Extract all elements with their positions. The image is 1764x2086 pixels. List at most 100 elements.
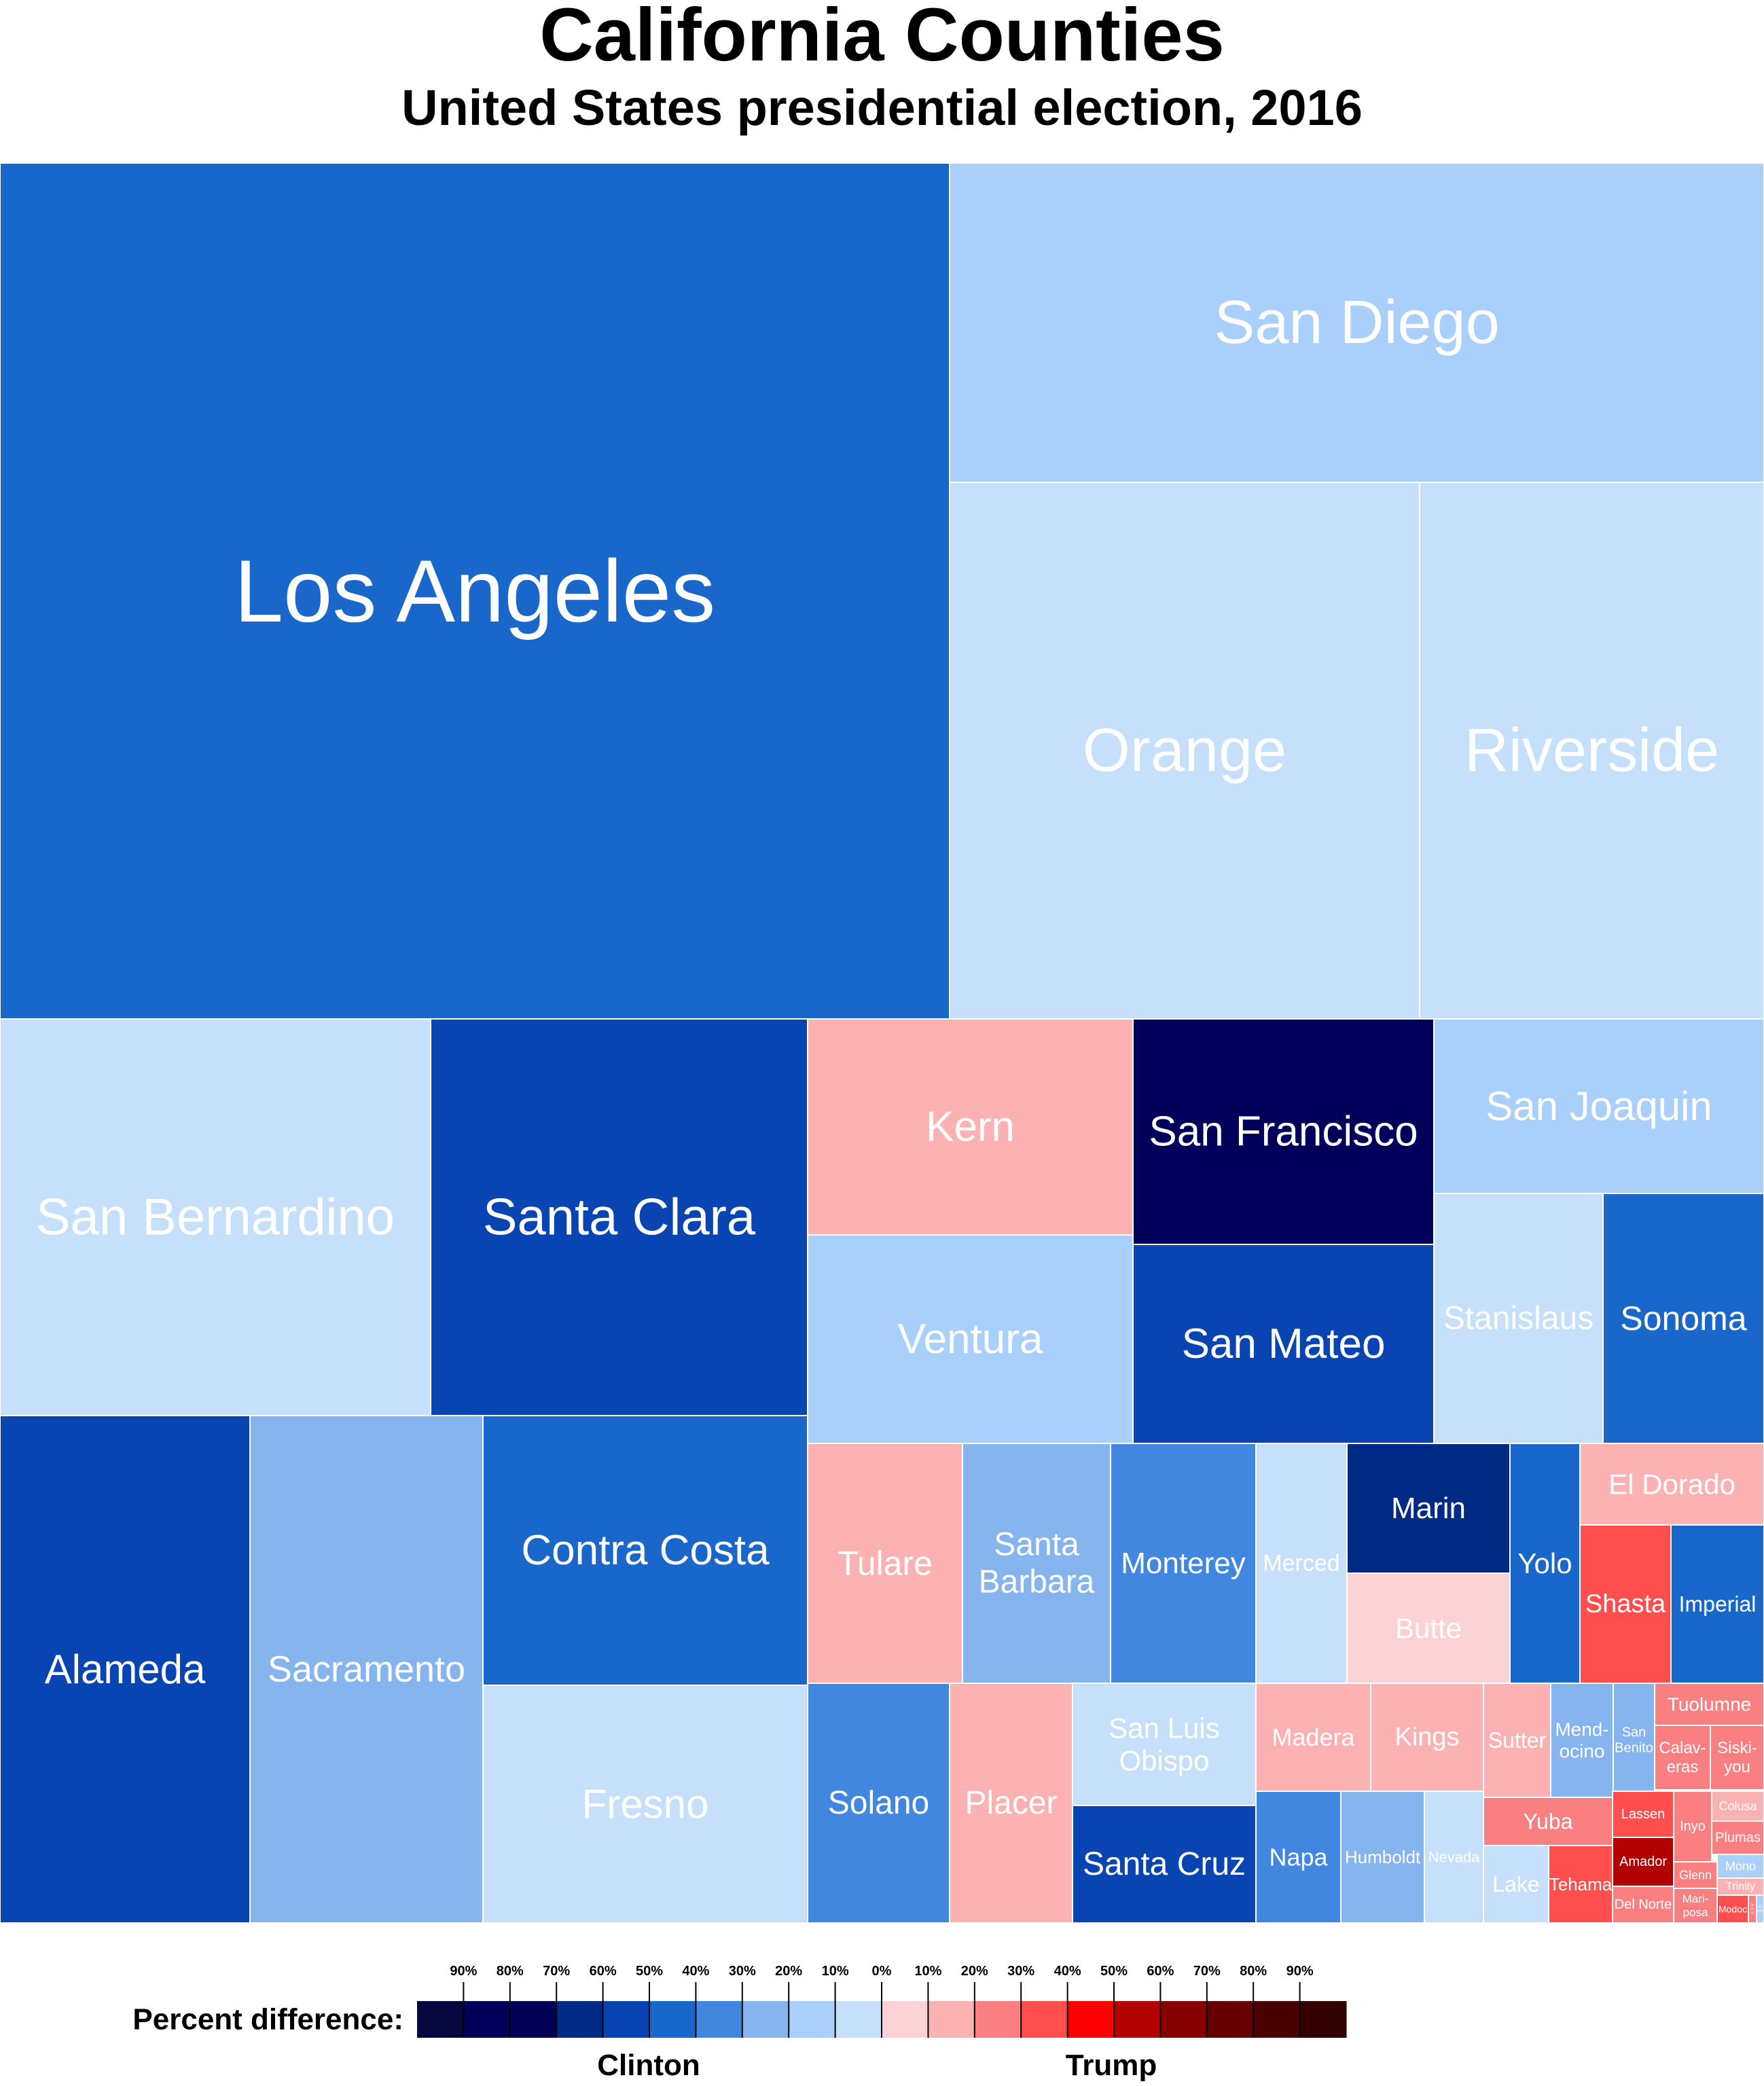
county-alameda: Alameda (0, 1415, 251, 1924)
legend-tick-label: 10% (822, 1964, 849, 1979)
county-tile (1673, 1861, 1718, 1889)
county-humboldt: Humboldt (1340, 1791, 1425, 1924)
county-siskiyou: Siski-you (1710, 1725, 1764, 1791)
county-label: Glenn (1679, 1869, 1712, 1882)
county-mendocino: Mend-ocino (1550, 1683, 1614, 1798)
legend-swatch (1160, 2001, 1208, 2038)
county-tile (1110, 1443, 1257, 1684)
legend-tick-label: 60% (1147, 1964, 1174, 1979)
county-monterey: Monterey (1110, 1443, 1257, 1684)
county-tile (1433, 1193, 1604, 1444)
legend-swatch (1253, 2001, 1301, 2038)
county-san-mateo: San Mateo (1132, 1244, 1435, 1444)
county-label: San Francisco (1149, 1109, 1418, 1155)
county-label: Inyo (1680, 1819, 1706, 1834)
county-tile (1613, 1683, 1655, 1798)
legend-swatch (1299, 2001, 1347, 2038)
county-tile (1716, 1877, 1764, 1896)
county-label: Lassen (1621, 1807, 1666, 1822)
county-solano: Solano (807, 1683, 950, 1924)
legend-tick-label: 70% (1193, 1964, 1221, 1979)
county-sonoma: Sonoma (1602, 1193, 1764, 1444)
county-amador: Amador (1612, 1837, 1674, 1887)
county-colusa: Colusa (1711, 1791, 1764, 1822)
county-nevada: Nevada (1424, 1791, 1484, 1924)
county-label: Tuolumne (1668, 1694, 1751, 1715)
county-alpine: Al-pine (1756, 1894, 1764, 1924)
legend-swatch (789, 2001, 836, 2038)
county-sierra: Si-er-ra (1748, 1894, 1757, 1924)
legend-swatch (835, 2001, 882, 2038)
county-label: er- (1750, 1907, 1754, 1911)
county-label: Alameda (45, 1647, 206, 1692)
county-label: Yolo (1517, 1547, 1572, 1579)
legend-label: Percent difference: (132, 2003, 403, 2036)
county-lake: Lake (1483, 1845, 1549, 1924)
county-label: Riverside (1464, 717, 1719, 785)
county-label: Mono (1725, 1860, 1756, 1873)
county-tile (1424, 1791, 1484, 1924)
county-san-diego: San Diego (949, 162, 1764, 483)
county-yolo: Yolo (1509, 1443, 1581, 1684)
county-tile (1654, 1725, 1711, 1791)
county-tile (0, 162, 950, 1020)
legend-tick-label: 10% (914, 1964, 941, 1979)
county-plumas: Plumas (1711, 1820, 1764, 1855)
county-label: Mend- (1555, 1719, 1608, 1740)
county-tile (807, 1683, 950, 1924)
county-imperial: Imperial (1670, 1524, 1764, 1684)
county-tile (807, 1018, 1134, 1236)
county-label: Benito (1615, 1741, 1653, 1756)
county-merced: Merced (1255, 1443, 1348, 1684)
county-label: San Luis (1109, 1712, 1219, 1744)
county-tile (949, 162, 1764, 483)
county-label: Yuba (1524, 1810, 1573, 1834)
county-label: Calav- (1659, 1739, 1706, 1757)
county-label: Napa (1269, 1844, 1328, 1871)
legend-swatch (556, 2001, 604, 2038)
legend-swatch (1206, 2001, 1254, 2038)
county-label: Santa (994, 1526, 1079, 1562)
legend-clinton-label: Clinton (597, 2049, 700, 2082)
county-calaveras: Calav-eras (1654, 1725, 1711, 1791)
county-label: Stanislaus (1443, 1301, 1594, 1337)
legend-swatch (696, 2001, 743, 2038)
county-tile (0, 1415, 251, 1924)
legend-tick-label: 0% (872, 1964, 892, 1979)
legend-swatch (602, 2001, 650, 2038)
county-tile (1550, 1683, 1614, 1798)
county-tile (1711, 1791, 1764, 1822)
county-label: Amador (1619, 1854, 1667, 1869)
county-marin: Marin (1346, 1443, 1511, 1574)
county-label: El Dorado (1608, 1469, 1735, 1500)
county-label: San Bernardino (36, 1189, 395, 1246)
county-label: Barbara (979, 1564, 1095, 1600)
legend-swatch (882, 2001, 929, 2038)
county-tile (1612, 1886, 1674, 1924)
legend-swatch (463, 2001, 511, 2038)
county-label: Orange (1083, 717, 1286, 785)
county-tile (1579, 1524, 1672, 1684)
county-butte: Butte (1346, 1572, 1511, 1684)
county-label: Sacramento (268, 1649, 465, 1690)
legend-tick-label: 80% (497, 1964, 524, 1979)
county-tile (1255, 1683, 1371, 1792)
county-label: Marin (1391, 1492, 1466, 1525)
county-tile (1673, 1888, 1718, 1924)
county-napa: Napa (1255, 1791, 1342, 1924)
county-label: ra (1751, 1911, 1754, 1915)
county-tuolumne: Tuolumne (1654, 1683, 1764, 1726)
county-label: Humboldt (1345, 1847, 1421, 1867)
county-tile (1670, 1524, 1764, 1684)
county-del-norte: Del Norte (1612, 1886, 1674, 1924)
county-tile (1716, 1894, 1749, 1924)
county-tile (1072, 1683, 1257, 1806)
county-yuba: Yuba (1483, 1797, 1613, 1846)
county-label: San Joaquin (1486, 1083, 1712, 1129)
legend-tick-label: 30% (1007, 1964, 1034, 1979)
county-tile (1756, 1894, 1764, 1924)
legend-tick-label: 20% (775, 1964, 802, 1979)
